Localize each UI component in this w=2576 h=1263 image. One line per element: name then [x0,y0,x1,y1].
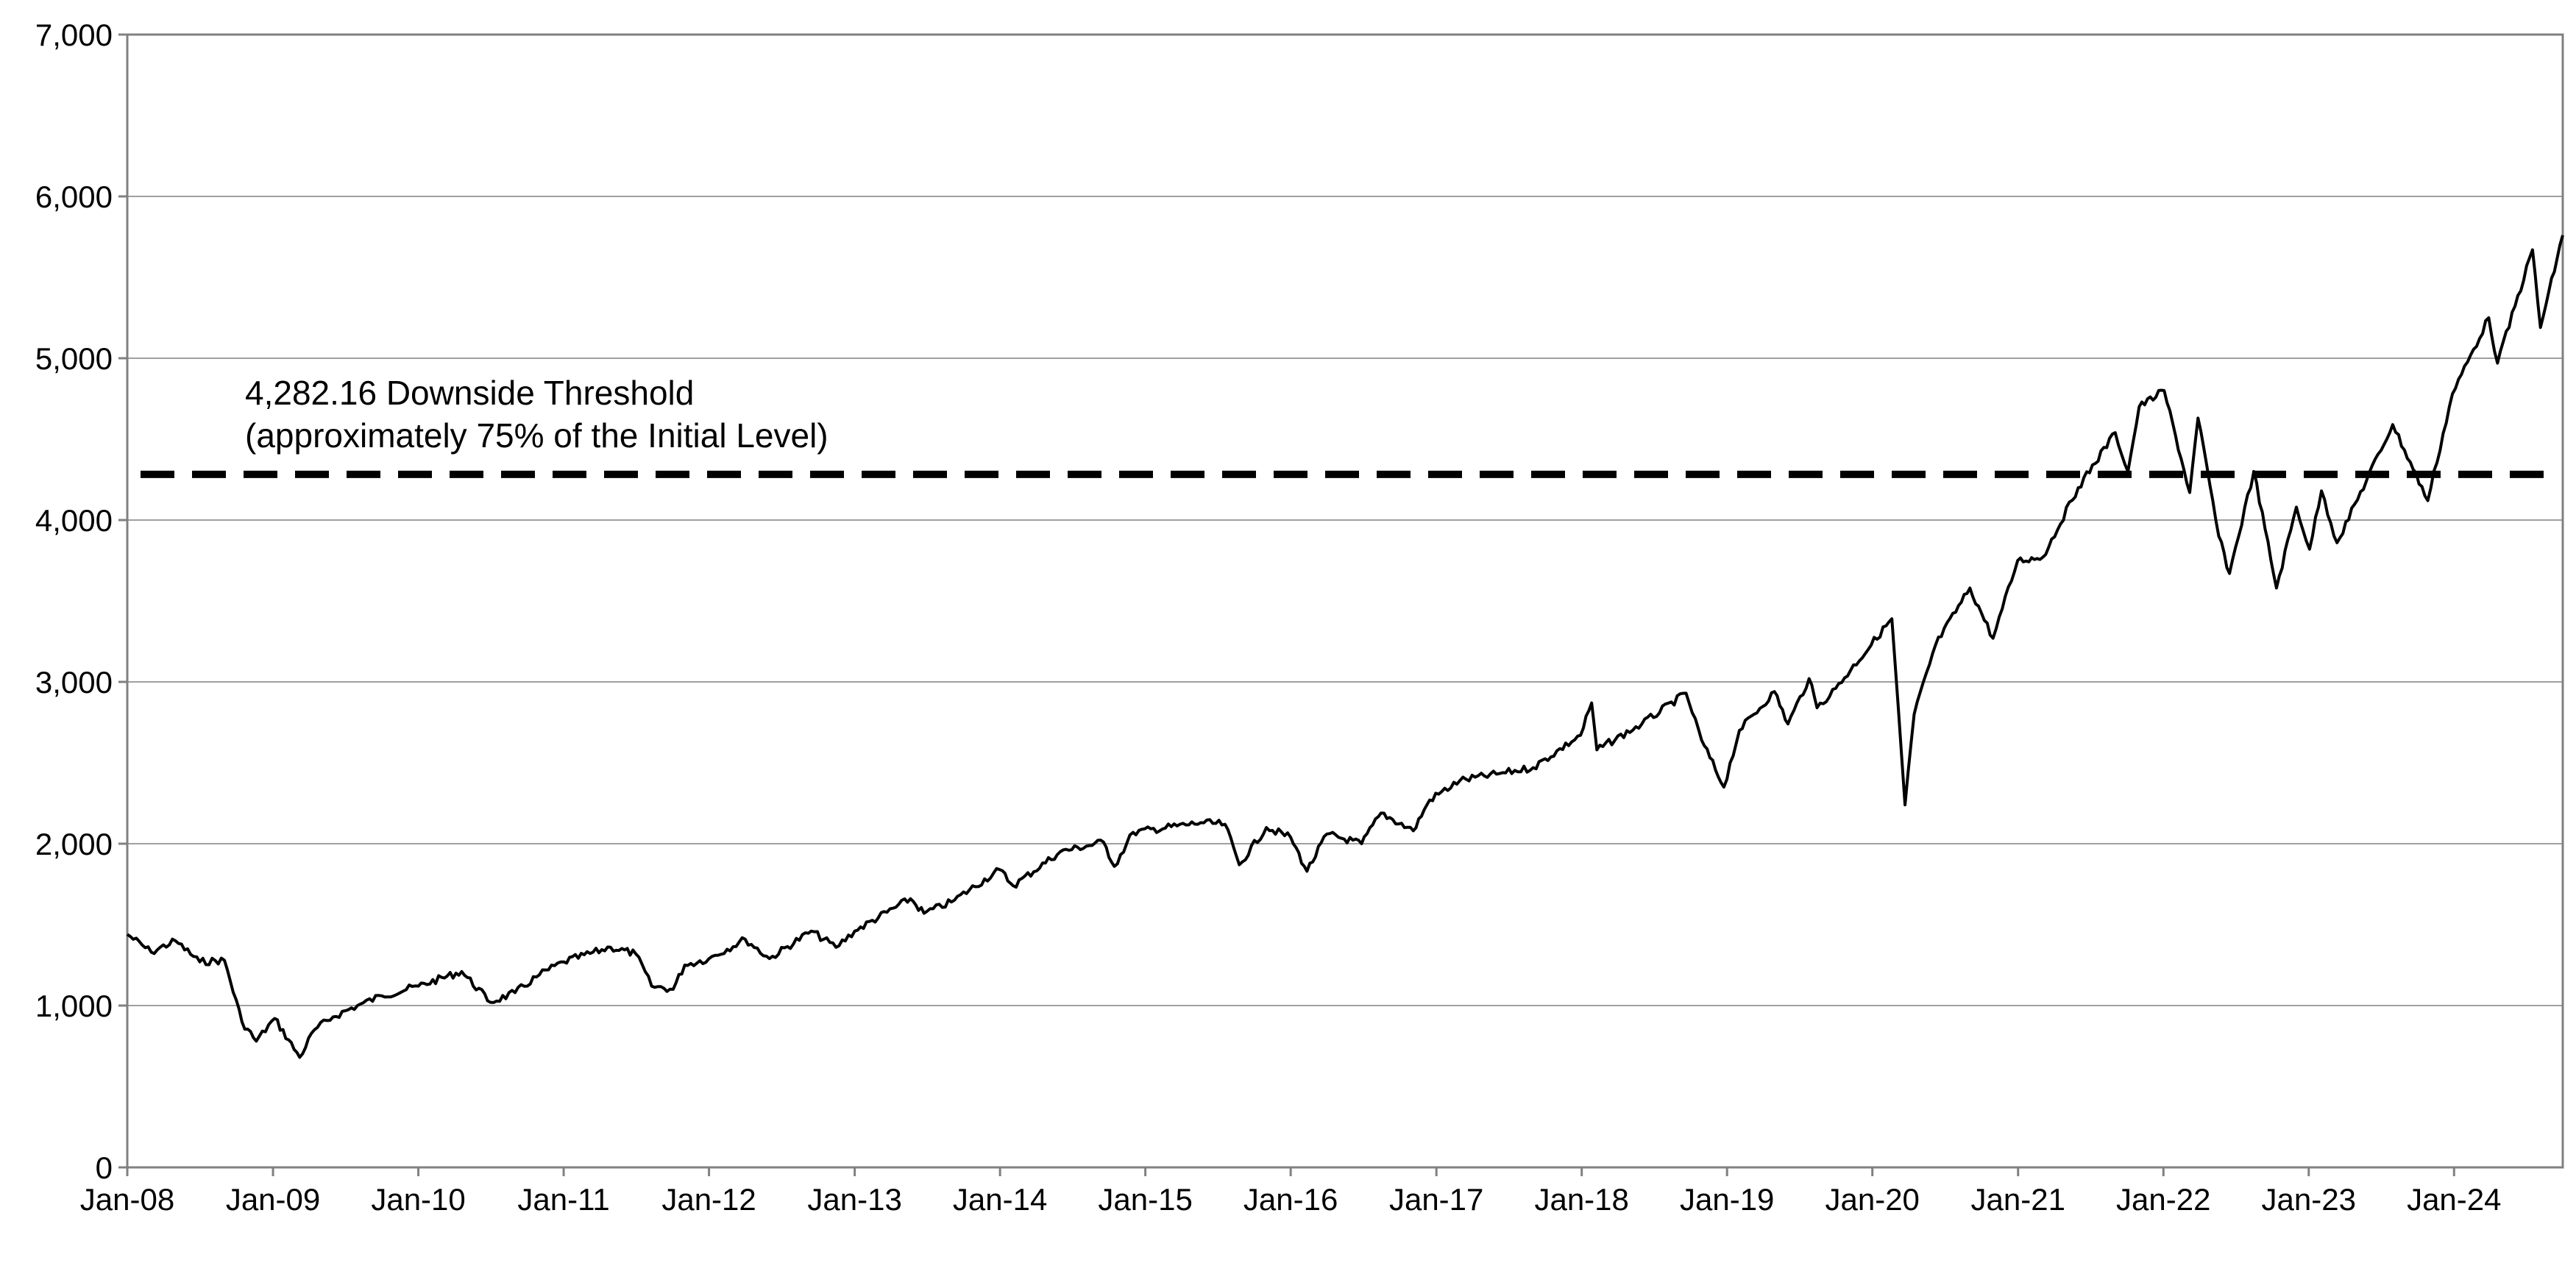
y-tick-label: 5,000 [35,341,113,376]
y-tick-label: 2,000 [35,827,113,861]
x-tick-label: Jan-15 [1098,1182,1192,1217]
series-group [126,235,2564,1059]
x-tick-label: Jan-09 [226,1182,320,1217]
x-tick-label: Jan-12 [661,1182,756,1217]
y-tick-label: 6,000 [35,179,113,214]
series-line [126,235,2564,1059]
y-tick-label: 1,000 [35,989,113,1023]
y-tick-label: 0 [96,1150,113,1185]
x-tick-label: Jan-24 [2407,1182,2501,1217]
x-tick-label: Jan-14 [953,1182,1047,1217]
threshold-label-line1: 4,282.16 Downside Threshold [245,374,694,412]
y-tick-label: 3,000 [35,665,113,700]
x-tick-label: Jan-19 [1680,1182,1774,1217]
y-tick-label: 7,000 [35,18,113,52]
threshold-label-line2: (approximately 75% of the Initial Level) [245,416,828,455]
gridlines [127,196,2563,1006]
x-axis-tick-labels: Jan-08 Jan-09 Jan-10 Jan-11 Jan-12 Jan-13 Jan-… [80,1167,2501,1217]
x-tick-label: Jan-23 [2262,1182,2356,1217]
x-tick-label: Jan-20 [1825,1182,1919,1217]
x-tick-label: Jan-22 [2116,1182,2210,1217]
x-tick-label: Jan-13 [807,1182,901,1217]
x-tick-label: Jan-17 [1389,1182,1483,1217]
y-axis-tick-labels: 0 1,000 2,000 3,000 4,000 5,000 6,000 7,000 [35,18,127,1185]
x-tick-label: Jan-10 [371,1182,465,1217]
x-tick-label: Jan-11 [517,1182,609,1217]
x-tick-label: Jan-08 [80,1182,174,1217]
x-tick-label: Jan-16 [1243,1182,1338,1217]
x-tick-label: Jan-18 [1534,1182,1628,1217]
y-tick-label: 4,000 [35,503,113,538]
x-tick-label: Jan-21 [1971,1182,2065,1217]
